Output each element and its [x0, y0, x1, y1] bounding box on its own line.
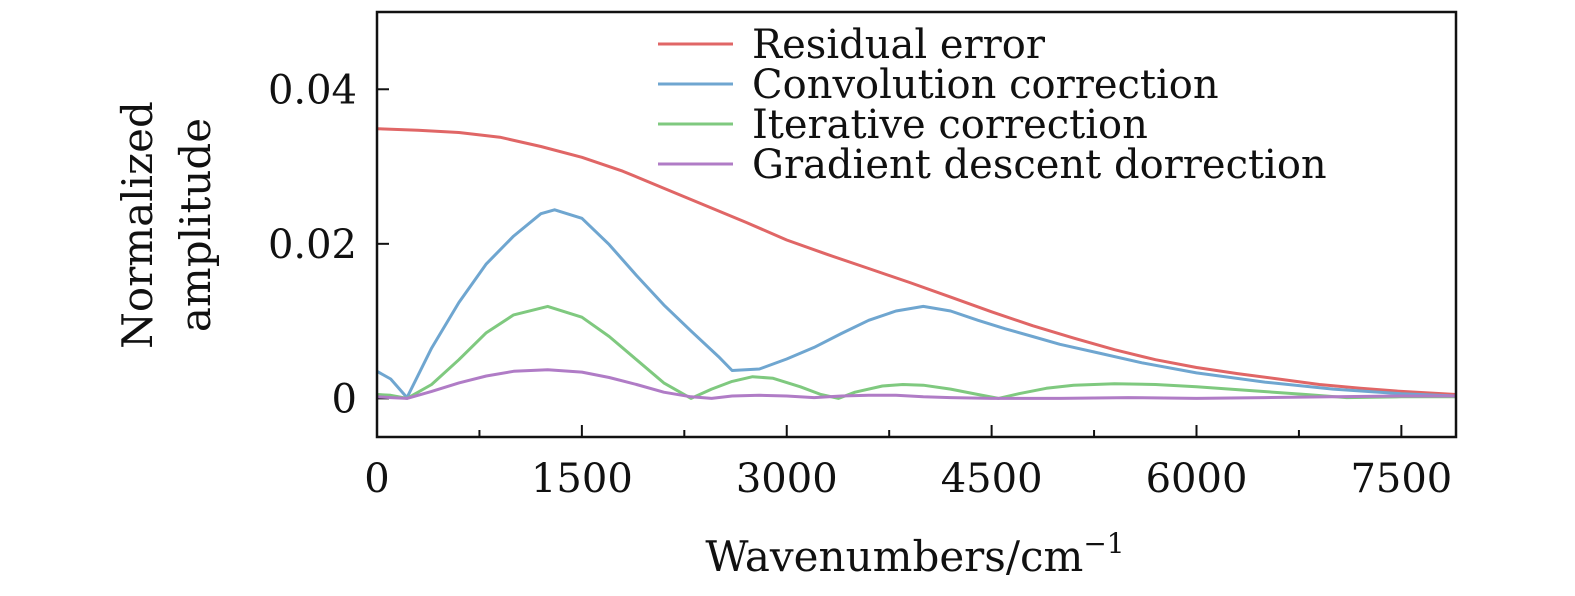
x-tick-label: 0 — [364, 456, 389, 502]
x-ticks: 0 1500 3000 4500 6000 7500 — [364, 425, 1452, 502]
series-line-2 — [376, 208, 1457, 400]
x-axis-title: Wavenumbers/cm−1 — [705, 527, 1124, 581]
y-tick-label: 0.04 — [268, 67, 357, 113]
series-line-4 — [376, 368, 1456, 400]
y-tick-label: 0 — [332, 376, 357, 422]
legend-label: Iterative correction — [752, 102, 1148, 148]
legend-label: Convolution correction — [752, 62, 1219, 108]
y-ticks: 0 0.02 0.04 — [268, 67, 389, 422]
y-axis-title: Normalized amplitude — [113, 101, 220, 349]
x-tick-label: 7500 — [1350, 456, 1452, 502]
y-axis-title-line2: amplitude — [171, 118, 220, 332]
x-axis-title-main: Wavenumbers/cm — [705, 532, 1083, 581]
x-tick-label: 4500 — [941, 456, 1043, 502]
legend-label: Residual error — [752, 22, 1046, 68]
series-line-1 — [376, 127, 1457, 396]
x-tick-label: 1500 — [531, 456, 633, 502]
x-axis-title-superscript: −1 — [1083, 527, 1124, 560]
plot-frame — [375, 10, 1458, 439]
x-tick-label: 6000 — [1146, 456, 1248, 502]
series-lines — [376, 127, 1457, 400]
y-tick-label: 0.02 — [268, 222, 357, 268]
x-tick-label: 3000 — [736, 456, 838, 502]
y-axis-title-line1: Normalized — [113, 101, 162, 349]
legend-label: Gradient descent dorrection — [752, 142, 1327, 188]
